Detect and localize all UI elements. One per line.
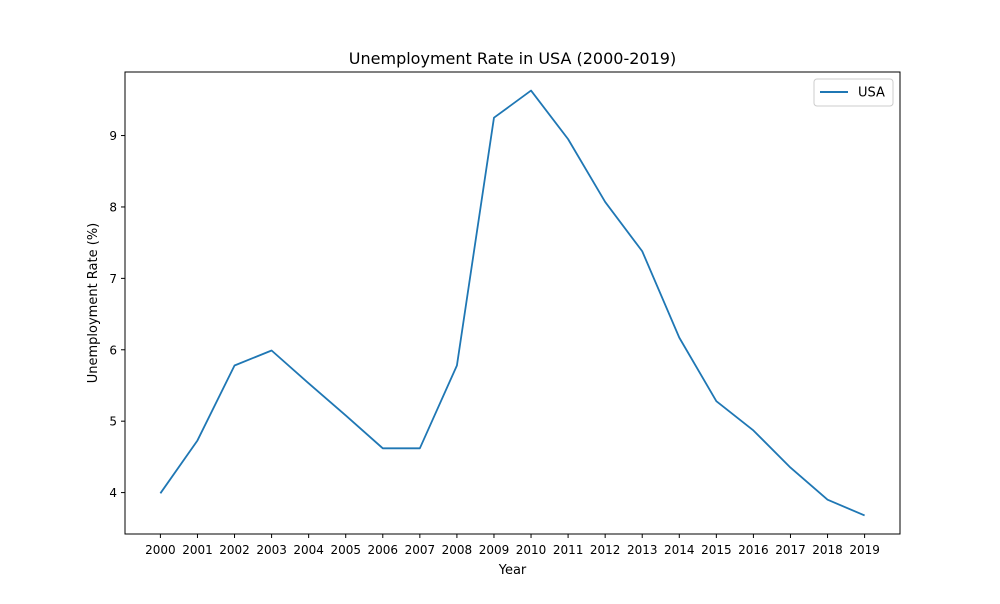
y-axis-label: Unemployment Rate (%) bbox=[86, 223, 101, 384]
data-point-usa-2013 bbox=[641, 250, 643, 252]
data-point-usa-2004 bbox=[308, 382, 310, 384]
x-tick-label-2011: 2011 bbox=[553, 543, 584, 557]
data-point-usa-2009 bbox=[493, 117, 495, 119]
y-tick-label-7: 7 bbox=[109, 272, 117, 286]
x-tick-label-2007: 2007 bbox=[405, 543, 436, 557]
x-tick-label-2003: 2003 bbox=[256, 543, 287, 557]
x-tick-label-2006: 2006 bbox=[368, 543, 399, 557]
data-point-usa-2008 bbox=[456, 364, 458, 366]
x-tick-label-2019: 2019 bbox=[849, 543, 880, 557]
legend-box bbox=[813, 78, 894, 107]
x-tick-label-2014: 2014 bbox=[664, 543, 695, 557]
data-point-usa-2019 bbox=[864, 514, 866, 516]
x-tick-label-2002: 2002 bbox=[219, 543, 250, 557]
plot-area-frame bbox=[124, 71, 901, 535]
series-line-usa bbox=[159, 89, 865, 517]
data-point-usa-2007 bbox=[419, 447, 421, 449]
y-tick-label-4: 4 bbox=[109, 486, 117, 500]
legend: USA bbox=[813, 78, 894, 107]
data-point-usa-2012 bbox=[604, 201, 606, 203]
data-point-usa-2006 bbox=[382, 447, 384, 449]
data-point-usa-2005 bbox=[345, 414, 347, 416]
data-point-usa-2017 bbox=[789, 467, 791, 469]
data-point-usa-2018 bbox=[827, 499, 829, 501]
x-tick-label-2009: 2009 bbox=[479, 543, 510, 557]
data-point-usa-2015 bbox=[715, 400, 717, 402]
data-point-usa-2016 bbox=[752, 429, 754, 431]
y-axis-ticks: 4 5 6 7 8 9 bbox=[109, 129, 125, 500]
x-tick-label-2008: 2008 bbox=[442, 543, 473, 557]
x-axis-ticks: 2000 2001 2002 2003 2004 2005 2006 2007 2008 2009… bbox=[145, 534, 880, 557]
x-tick-label-2015: 2015 bbox=[701, 543, 732, 557]
chart-title: Unemployment Rate in USA (2000-2019) bbox=[349, 49, 676, 68]
y-tick-label-6: 6 bbox=[109, 343, 117, 357]
x-tick-label-2016: 2016 bbox=[738, 543, 769, 557]
data-point-usa-2011 bbox=[567, 138, 569, 140]
data-point-usa-2010 bbox=[530, 90, 532, 92]
data-point-usa-2001 bbox=[196, 439, 198, 441]
x-tick-label-2010: 2010 bbox=[516, 543, 547, 557]
x-tick-label-2012: 2012 bbox=[590, 543, 621, 557]
y-tick-label-5: 5 bbox=[109, 415, 117, 429]
y-tick-label-8: 8 bbox=[109, 200, 117, 214]
data-point-usa-2002 bbox=[234, 364, 236, 366]
x-tick-label-2005: 2005 bbox=[330, 543, 361, 557]
x-tick-label-2001: 2001 bbox=[182, 543, 213, 557]
x-tick-label-2017: 2017 bbox=[775, 543, 806, 557]
data-point-usa-2014 bbox=[678, 337, 680, 339]
x-axis-label: Year bbox=[498, 563, 527, 578]
series-layer bbox=[159, 89, 866, 517]
x-tick-label-2018: 2018 bbox=[812, 543, 843, 557]
x-tick-label-2000: 2000 bbox=[145, 543, 176, 557]
x-tick-label-2004: 2004 bbox=[293, 543, 324, 557]
data-point-usa-2000 bbox=[159, 492, 161, 494]
y-tick-label-9: 9 bbox=[109, 129, 117, 143]
x-tick-label-2013: 2013 bbox=[627, 543, 658, 557]
legend-label-usa: USA bbox=[858, 86, 885, 101]
data-point-usa-2003 bbox=[271, 349, 273, 351]
